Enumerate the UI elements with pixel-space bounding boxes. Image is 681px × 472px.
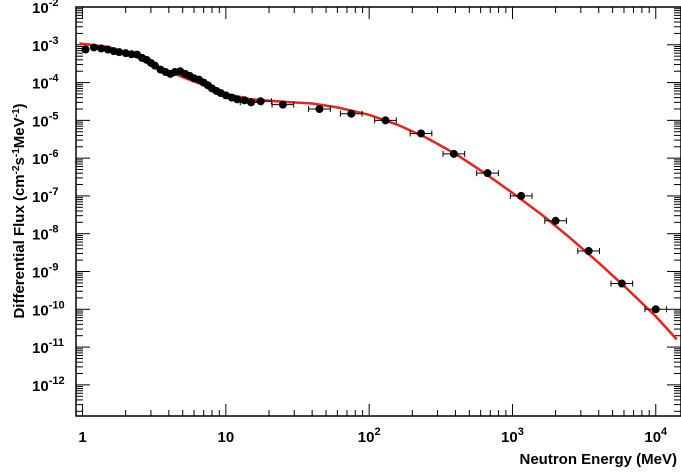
data-point xyxy=(89,43,98,52)
data-point xyxy=(150,61,159,70)
data-point xyxy=(544,216,567,225)
y-tick-label: 10-8 xyxy=(32,224,58,244)
data-point xyxy=(577,246,600,255)
axis-ticks xyxy=(75,6,681,416)
data-point xyxy=(81,45,90,54)
data-point xyxy=(308,104,331,113)
data-point xyxy=(476,169,499,178)
y-tick-label: 10-10 xyxy=(32,299,65,319)
y-tick-label: 10-2 xyxy=(32,0,58,17)
y-tick-label: 10-11 xyxy=(32,337,64,357)
data-point xyxy=(442,149,466,158)
x-tick-label: 103 xyxy=(501,426,524,446)
y-tick-label: 10-7 xyxy=(32,186,58,206)
x-tick-label: 102 xyxy=(358,426,381,446)
y-tick-label: 10-5 xyxy=(32,110,58,130)
data-point xyxy=(374,116,397,125)
data-point xyxy=(339,109,363,118)
x-axis-label: Neutron Energy (MeV) xyxy=(519,451,677,468)
y-tick-label: 10-4 xyxy=(32,73,59,93)
data-point xyxy=(115,48,124,57)
fit-line xyxy=(79,42,678,341)
plot-frame xyxy=(75,6,681,417)
data-point xyxy=(121,49,130,58)
data-point xyxy=(97,44,106,53)
y-tick-label: 10-6 xyxy=(32,148,58,168)
fit-curve xyxy=(79,42,678,341)
y-tick-label: 10-12 xyxy=(32,375,65,395)
x-tick-label: 10 xyxy=(218,429,235,446)
x-tick-label: 104 xyxy=(644,426,668,446)
data-point xyxy=(610,279,634,288)
data-point xyxy=(409,129,433,138)
axis-tick-labels: 1 10 102 103 104 10-2 10-3 10-4 10-5 10-6 10-7 10-8… xyxy=(32,0,668,446)
x-tick-label: 1 xyxy=(78,429,86,446)
data-point xyxy=(233,95,242,104)
y-tick-label: 10-3 xyxy=(32,35,58,55)
data-point xyxy=(249,97,273,106)
data-point xyxy=(509,191,533,200)
y-tick-label: 10-9 xyxy=(32,262,58,282)
y-axis-label: Differential Flux (cm-2s-1MeV-1) xyxy=(11,103,28,318)
data-points xyxy=(81,43,668,314)
data-point xyxy=(644,305,668,314)
data-point xyxy=(271,100,295,109)
